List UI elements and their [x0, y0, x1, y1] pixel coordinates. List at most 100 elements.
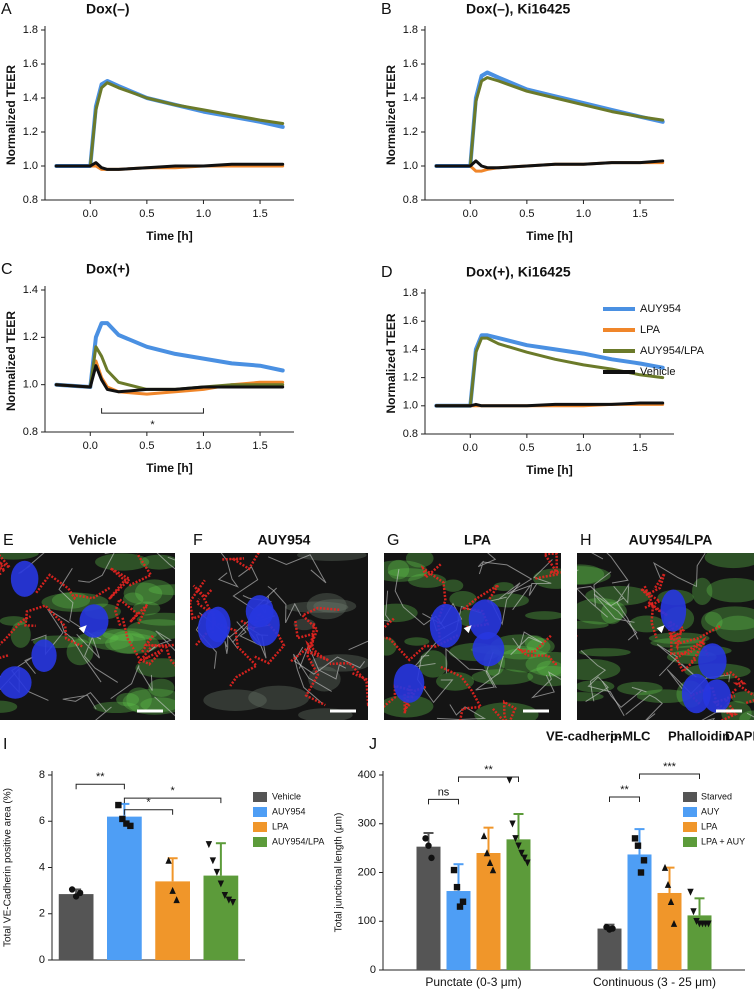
- data-point: [453, 883, 461, 891]
- data-point: [705, 920, 712, 928]
- significance-label: ns: [438, 786, 450, 798]
- x-tick-label: 0.5: [519, 208, 534, 220]
- bar: [476, 853, 501, 970]
- panel-letter: I: [3, 736, 7, 753]
- junction: [643, 585, 669, 639]
- junction: [492, 699, 517, 720]
- nucleus: [468, 599, 502, 640]
- cytoskeleton: [123, 582, 163, 605]
- micrograph: [577, 553, 754, 720]
- panel-letter: E: [3, 532, 14, 549]
- x-tick-label: 0.0: [463, 442, 478, 454]
- fiber: [510, 631, 544, 656]
- x-tick-label: 1.0: [576, 442, 591, 454]
- data-point: [422, 835, 429, 842]
- cytoskeleton: [442, 579, 464, 592]
- cytoskeleton: [105, 633, 160, 655]
- cytoskeleton: [126, 687, 152, 712]
- stain-label: p-MLC: [610, 728, 651, 743]
- fiber: [416, 654, 454, 704]
- junction: [384, 617, 459, 662]
- data-point: [609, 925, 616, 932]
- stain-label: DAPI: [725, 728, 754, 743]
- x-tick-label: 0.5: [519, 442, 534, 454]
- legend-label: LPA + AUY: [701, 836, 745, 846]
- y-tick-label: 2: [39, 908, 45, 920]
- y-tick-label: 200: [358, 866, 376, 878]
- data-point: [667, 898, 675, 905]
- legend-swatch: [683, 837, 697, 847]
- nucleus: [681, 673, 711, 714]
- junction: [516, 634, 557, 666]
- data-point: [480, 832, 488, 840]
- cytoskeleton: [704, 606, 754, 631]
- y-tick-label: 1.8: [403, 287, 418, 299]
- data-point: [425, 842, 432, 849]
- cytoskeleton: [527, 665, 561, 687]
- fiber: [625, 694, 663, 720]
- y-tick-label: 1.0: [23, 379, 38, 391]
- y-tick-label: 1.0: [23, 160, 38, 172]
- significance-bracket: [75, 783, 125, 790]
- legend-label: AUY954/LPA: [272, 836, 324, 846]
- y-tick-label: 1.4: [403, 343, 418, 355]
- junction: [222, 553, 260, 571]
- x-tick-label: 0.0: [83, 440, 98, 452]
- bar: [506, 839, 531, 970]
- x-tick-label: Continuous (3 - 25 μm): [593, 975, 716, 989]
- fiber: [436, 704, 487, 720]
- cytoskeleton: [122, 592, 144, 606]
- cytoskeleton: [404, 637, 430, 646]
- panel-letter: A: [1, 1, 12, 18]
- cytoskeleton: [436, 671, 475, 691]
- legend-label: Vehicle: [640, 366, 675, 378]
- legend-swatch: [253, 807, 267, 817]
- junction: [403, 684, 412, 714]
- cytoskeleton: [701, 611, 723, 632]
- fiber: [298, 644, 347, 680]
- cytoskeleton: [0, 700, 18, 713]
- y-axis-label: Normalized TEER: [384, 313, 398, 413]
- y-tick-label: 8: [39, 769, 45, 781]
- data-point: [640, 857, 648, 864]
- legend-label: Starved: [701, 791, 732, 801]
- bar: [203, 875, 239, 960]
- bar: [155, 881, 190, 960]
- cytoskeleton: [474, 702, 539, 720]
- significance-label: ***: [663, 761, 677, 773]
- cytoskeleton: [384, 560, 428, 582]
- x-tick-label: 1.0: [196, 208, 211, 220]
- cytoskeleton: [629, 615, 665, 633]
- nucleus: [31, 639, 57, 672]
- y-tick-label: 0.8: [23, 426, 38, 438]
- fiber: [76, 633, 118, 683]
- x-tick-label: 0.5: [139, 440, 154, 452]
- data-point: [459, 898, 467, 905]
- series-line: [434, 401, 665, 408]
- panel-letter: D: [381, 264, 393, 281]
- cytoskeleton: [636, 689, 693, 703]
- y-tick-label: 1.4: [23, 284, 38, 296]
- fiber: [217, 553, 239, 588]
- series-line: [54, 81, 285, 168]
- significance-bracket: [123, 809, 174, 815]
- cytoskeleton: [0, 553, 39, 560]
- cytoskeleton: [148, 678, 175, 697]
- y-tick-label: 1.2: [23, 126, 38, 138]
- cytoskeleton: [136, 612, 175, 626]
- fiber: [530, 671, 561, 699]
- data-point: [456, 903, 464, 910]
- data-point: [634, 842, 642, 849]
- data-point: [687, 888, 694, 896]
- significance-label: *: [150, 419, 155, 431]
- image-title: Vehicle: [68, 532, 116, 548]
- cytoskeleton: [577, 658, 621, 681]
- y-tick-label: 1.6: [403, 58, 418, 70]
- stain-label: VE-cadherin: [546, 728, 622, 743]
- data-point: [205, 841, 213, 849]
- significance-label: *: [146, 797, 151, 809]
- legend-swatch: [683, 792, 697, 802]
- cytoskeleton: [525, 651, 561, 677]
- junction: [294, 620, 326, 707]
- series-line: [434, 76, 665, 168]
